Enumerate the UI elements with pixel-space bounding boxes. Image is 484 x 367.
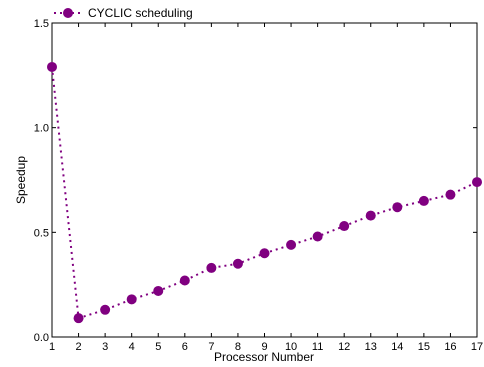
y-axis-title: Speedup: [14, 156, 28, 204]
data-point: [445, 189, 456, 200]
x-tick-label: 15: [418, 341, 430, 353]
x-tick-label: 8: [235, 341, 241, 353]
data-point: [179, 275, 190, 286]
y-tick-label: 0.5: [34, 227, 49, 239]
data-point: [73, 313, 84, 324]
x-tick-label: 13: [365, 341, 377, 353]
y-axis-ticks: 0.0 0.5 1.0 1.5: [34, 18, 477, 344]
x-tick-label: 11: [312, 341, 323, 353]
x-tick-label: 6: [182, 341, 188, 353]
data-point: [312, 231, 323, 242]
data-point: [47, 61, 57, 72]
y-tick-label: 0.0: [34, 332, 49, 344]
x-axis-title: Processor Number: [214, 350, 314, 364]
x-tick-label: 10: [285, 341, 297, 353]
data-point: [153, 285, 164, 296]
data-point: [259, 248, 270, 259]
x-tick-label: 1: [49, 341, 55, 353]
series-layer: [47, 61, 482, 324]
data-point: [339, 221, 350, 232]
series-line: [51, 66, 478, 320]
x-tick-label: 7: [208, 341, 214, 353]
data-point: [232, 258, 243, 269]
y-tick-label: 1.0: [34, 123, 49, 135]
x-tick-label: 4: [129, 341, 135, 353]
x-tick-label: 14: [391, 341, 403, 353]
data-point: [365, 210, 376, 221]
x-axis-ticks: 1 2 3 4 5 6 7 8 9 10 11 12 13 14 15 16 17: [49, 23, 483, 353]
x-tick-label: 12: [338, 341, 350, 353]
y-tick-label: 1.5: [34, 18, 49, 30]
x-tick-label: 9: [261, 341, 267, 353]
legend-label: CYCLIC scheduling: [88, 6, 193, 20]
data-point: [286, 239, 297, 250]
data-point: [392, 202, 403, 213]
legend: CYCLIC scheduling: [54, 6, 193, 20]
x-tick-label: 2: [76, 341, 82, 353]
data-point: [418, 195, 429, 206]
x-tick-label: 16: [444, 341, 456, 353]
plot-frame: [51, 22, 478, 338]
data-point: [206, 262, 217, 273]
legend-marker: [63, 8, 73, 18]
x-tick-label: 17: [471, 341, 483, 353]
x-tick-label: 5: [155, 341, 161, 353]
x-tick-label: 3: [102, 341, 108, 353]
data-point: [126, 294, 137, 305]
data-point: [472, 177, 482, 188]
data-point: [100, 304, 111, 315]
